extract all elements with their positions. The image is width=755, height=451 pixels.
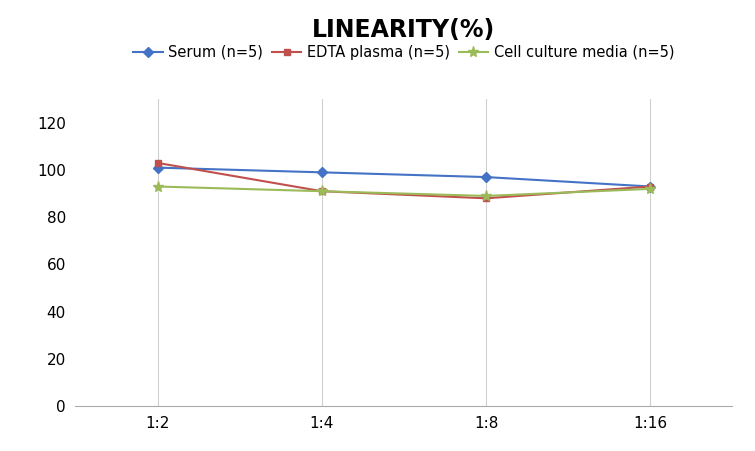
Line: Cell culture media (n=5): Cell culture media (n=5) — [152, 181, 656, 202]
EDTA plasma (n=5) — [482, 196, 491, 201]
Cell culture media (n=5) — [482, 193, 491, 198]
Line: EDTA plasma (n=5): EDTA plasma (n=5) — [154, 160, 654, 202]
Serum (n=5) — [317, 170, 326, 175]
Serum (n=5) — [646, 184, 655, 189]
Serum (n=5) — [482, 175, 491, 180]
EDTA plasma (n=5) — [646, 184, 655, 189]
EDTA plasma (n=5) — [317, 189, 326, 194]
Cell culture media (n=5) — [317, 189, 326, 194]
Cell culture media (n=5) — [646, 186, 655, 192]
Cell culture media (n=5) — [153, 184, 162, 189]
EDTA plasma (n=5) — [153, 160, 162, 166]
Title: LINEARITY(%): LINEARITY(%) — [313, 18, 495, 42]
Line: Serum (n=5): Serum (n=5) — [154, 164, 654, 190]
Legend: Serum (n=5), EDTA plasma (n=5), Cell culture media (n=5): Serum (n=5), EDTA plasma (n=5), Cell cul… — [128, 39, 680, 66]
Serum (n=5) — [153, 165, 162, 170]
